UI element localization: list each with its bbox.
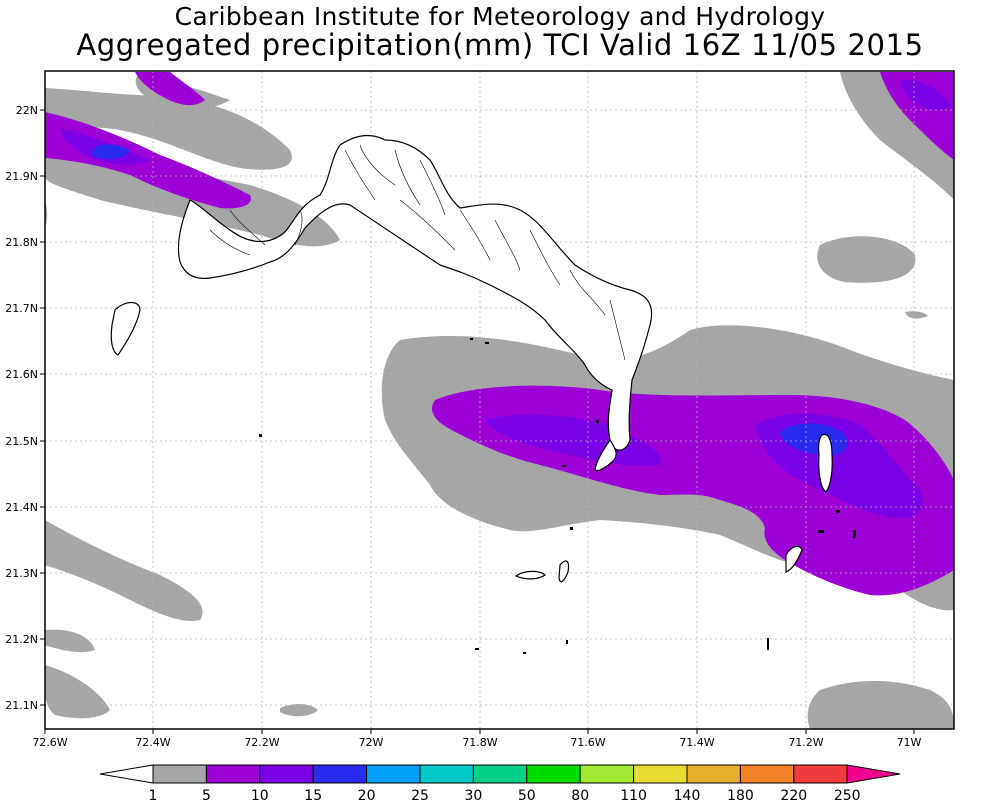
colorbar-boxes (152, 764, 848, 784)
grand-turk (818, 433, 833, 493)
west-caicos (110, 301, 141, 356)
lat-labels: 22N 21.9N 21.8N 21.7N 21.6N 21.5N 21.4N … (5, 104, 38, 712)
map-frame (44, 70, 955, 730)
colorbar-label: 25 (411, 788, 429, 800)
lat-label: 21.7N (5, 302, 38, 315)
lat-label: 21.3N (5, 567, 38, 580)
lat-label: 21.2N (5, 633, 38, 646)
product-title: Aggregated precipitation(mm) TCI Valid 1… (76, 28, 924, 62)
colorbar: 1 5 10 15 20 25 30 50 80 110 140 180 220 250 (99, 764, 901, 800)
colorbar-label: 30 (464, 788, 482, 800)
small-cays (259, 338, 856, 654)
colorbar-above-arrow (846, 764, 901, 784)
lon-label: 72.4W (135, 736, 170, 749)
colorbar-box (205, 764, 261, 784)
colorbar-label: 50 (518, 788, 536, 800)
lon-label: 71.8W (462, 736, 497, 749)
colorbar-box (366, 764, 421, 784)
colorbar-label: 15 (304, 788, 322, 800)
colorbar-below-arrow (99, 764, 154, 784)
colorbar-label: 250 (834, 788, 861, 800)
precip-fields (45, 72, 954, 729)
lon-label: 72.6W (32, 736, 67, 749)
colorbar-box (259, 764, 314, 784)
colorbar-box (739, 764, 795, 784)
lon-label: 71.2W (788, 736, 823, 749)
lat-label: 21.8N (5, 236, 38, 249)
lat-label: 21.9N (5, 170, 38, 183)
cay-1 (514, 570, 546, 580)
cay-2 (558, 560, 570, 583)
east-caicos-tip (594, 438, 617, 472)
lat-label: 21.4N (5, 501, 38, 514)
caicos-islands (177, 134, 653, 451)
colorbar-labels: 1 5 10 15 20 25 30 50 80 110 140 180 220 250 (149, 788, 861, 800)
colorbar-label: 140 (674, 788, 701, 800)
colorbar-box (526, 764, 581, 784)
lat-label: 21.5N (5, 435, 38, 448)
institute-title: Caribbean Institute for Meteorology and … (174, 2, 826, 31)
lon-label: 72W (359, 736, 384, 749)
colorbar-label: 180 (727, 788, 754, 800)
colorbar-label: 10 (251, 788, 269, 800)
lon-labels: 72.6W 72.4W 72.2W 72W 71.8W 71.6W 71.4W … (32, 736, 921, 749)
internal-boundaries (209, 144, 626, 361)
colorbar-box (793, 764, 848, 784)
colorbar-label: 220 (780, 788, 807, 800)
colorbar-box (152, 764, 207, 784)
colorbar-label: 20 (358, 788, 376, 800)
axis-ticks (40, 109, 915, 734)
lat-label: 21.6N (5, 368, 38, 381)
lon-label: 71W (897, 736, 922, 749)
lon-label: 72.2W (244, 736, 279, 749)
colorbar-label: 1 (149, 788, 158, 800)
salt-cay (785, 545, 803, 573)
lat-label: 22N (16, 104, 38, 117)
tci-coastlines (110, 134, 833, 583)
colorbar-label: 5 (202, 788, 211, 800)
lat-label: 21.1N (5, 699, 38, 712)
colorbar-label: 110 (620, 788, 647, 800)
lon-label: 71.4W (679, 736, 714, 749)
colorbar-box (419, 764, 474, 784)
colorbar-box (312, 764, 368, 784)
colorbar-label: 80 (571, 788, 589, 800)
colorbar-box (686, 764, 741, 784)
colorbar-box (579, 764, 635, 784)
colorbar-box (633, 764, 688, 784)
colorbar-box (472, 764, 528, 784)
lon-label: 71.6W (570, 736, 605, 749)
